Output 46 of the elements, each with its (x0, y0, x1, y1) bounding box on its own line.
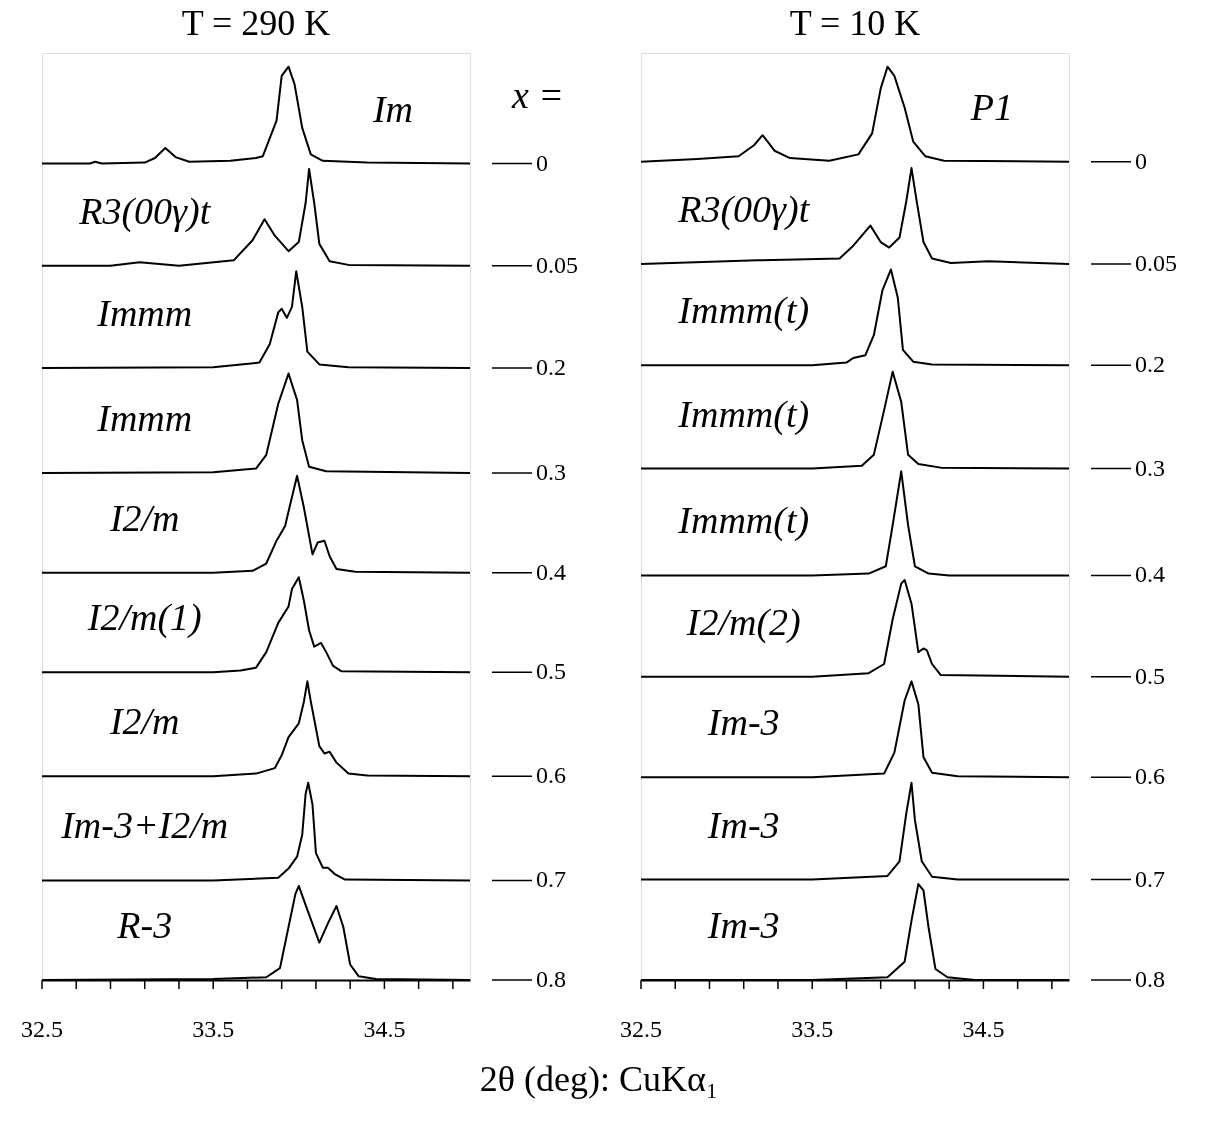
x-tick-label: 32.5 (21, 1016, 63, 1042)
annotation: Immm(t) (677, 499, 810, 543)
legend-label: 0.4 (1135, 561, 1165, 588)
chart-title: T = 290 K (181, 3, 331, 43)
annotation: Im-3 (706, 904, 780, 947)
chart-title: T = 10 K (789, 3, 921, 43)
annotation: I2/m(2) (685, 600, 801, 644)
annotation: Immm (96, 397, 193, 440)
annotation: I2/m (108, 496, 180, 539)
legend-label: 0.2 (536, 354, 566, 381)
legend-label: 0.8 (1135, 966, 1165, 992)
legend-label: 0.7 (1135, 865, 1165, 892)
annotation: R3(00γ)t (78, 189, 212, 233)
x-tick-label: 32.5 (620, 1016, 662, 1042)
annotation: P1 (969, 85, 1014, 128)
x-tick-label: 33.5 (791, 1016, 834, 1042)
annotation: R3(00γ)t (677, 188, 811, 231)
annotation: Im-3 (706, 701, 780, 744)
annotation: Im-3 (706, 803, 780, 846)
annotation: Immm(t) (677, 392, 810, 436)
legend-label: 0.05 (536, 251, 578, 278)
x-axis-title: 2θ (deg): CuKα₁ (479, 1058, 719, 1099)
legend-label: 0.5 (1135, 662, 1165, 689)
legend-label: 0.3 (1135, 454, 1165, 481)
legend-label: 0.2 (1135, 351, 1165, 378)
x-tick-label: 34.5 (363, 1016, 406, 1042)
annotation: I2/m (108, 700, 180, 743)
annotation: Immm(t) (677, 289, 810, 333)
legend-label: 0.8 (536, 966, 566, 992)
legend-label: 0 (1135, 147, 1147, 174)
legend-label: 0 (536, 149, 548, 176)
annotation: Im (371, 87, 414, 130)
x-tick-label: 34.5 (962, 1016, 1005, 1042)
legend-label: 0.4 (536, 558, 566, 585)
annotation: I2/m(1) (86, 596, 202, 640)
legend-label: 0.05 (1135, 249, 1177, 276)
legend-label: 0.6 (1135, 763, 1165, 790)
legend-label: 0.7 (536, 866, 566, 893)
annotation: Immm (96, 292, 193, 335)
x-tick-label: 33.5 (192, 1016, 235, 1042)
legend-label: 0.5 (536, 658, 566, 685)
annotation: R-3 (116, 904, 173, 947)
legend-label: 0.6 (536, 762, 566, 789)
legend-title: x = (510, 74, 565, 116)
annotation: Im-3+I2/m (60, 804, 229, 847)
legend-label: 0.3 (536, 459, 566, 486)
